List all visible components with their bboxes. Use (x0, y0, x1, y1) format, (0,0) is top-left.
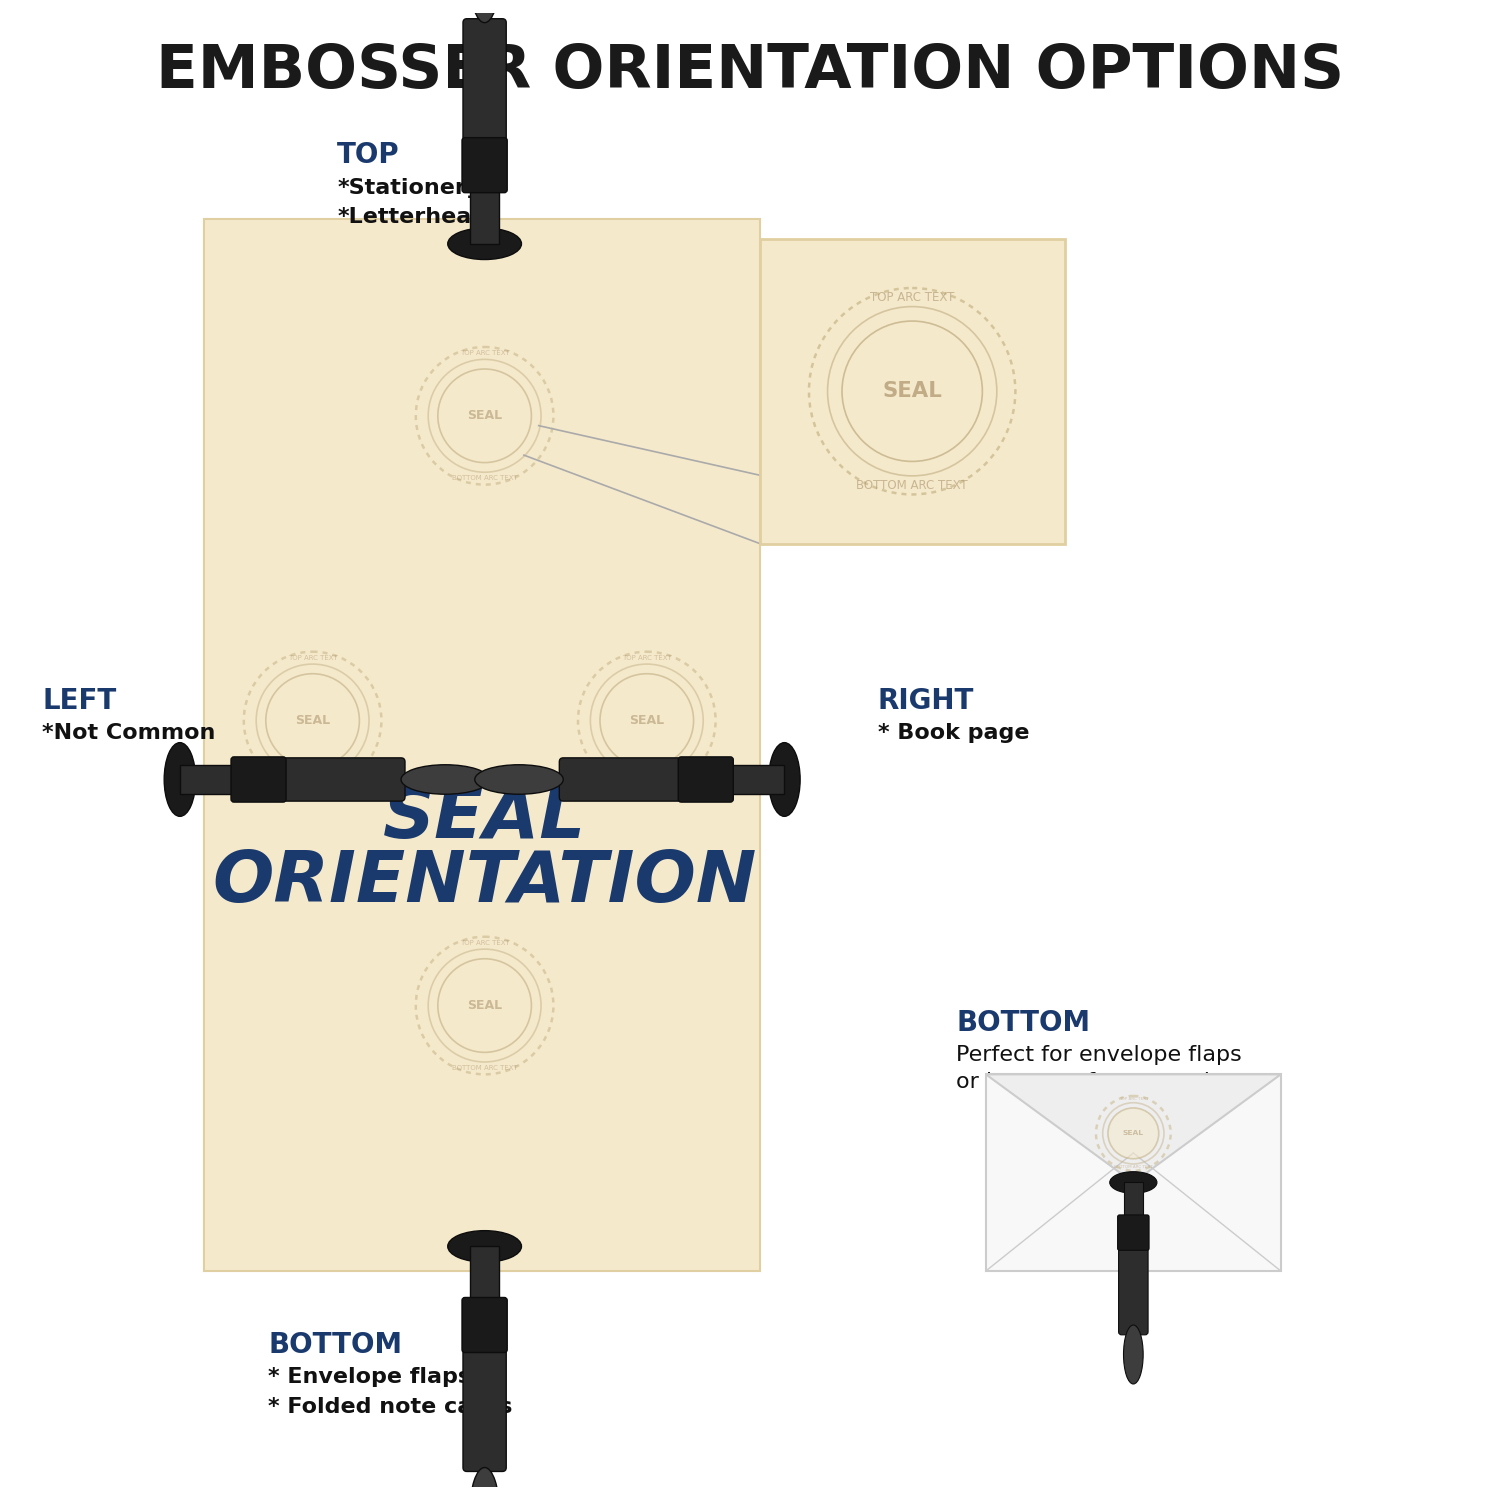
Circle shape (600, 674, 693, 768)
Circle shape (266, 674, 360, 768)
Text: * Folded note cards: * Folded note cards (268, 1396, 513, 1416)
FancyBboxPatch shape (464, 18, 506, 154)
Polygon shape (986, 1074, 1281, 1182)
Ellipse shape (1110, 1172, 1156, 1194)
Ellipse shape (470, 1467, 500, 1500)
FancyBboxPatch shape (678, 758, 734, 802)
Text: TOP ARC TEXT: TOP ARC TEXT (1119, 1098, 1148, 1101)
Text: LEFT: LEFT (42, 687, 117, 716)
Text: ORIENTATION: ORIENTATION (213, 847, 758, 916)
Text: TOP: TOP (338, 141, 400, 170)
Text: SEAL: SEAL (466, 410, 502, 423)
FancyBboxPatch shape (464, 1336, 506, 1472)
Text: BOTTOM ARC TEXT: BOTTOM ARC TEXT (856, 478, 968, 492)
Circle shape (1108, 1108, 1158, 1158)
FancyBboxPatch shape (1119, 1245, 1148, 1335)
Text: * Envelope flaps: * Envelope flaps (268, 1366, 471, 1388)
Ellipse shape (476, 765, 562, 794)
Text: or bottom of page seals: or bottom of page seals (957, 1072, 1222, 1092)
Text: SEAL: SEAL (628, 714, 664, 728)
Text: SEAL: SEAL (296, 714, 330, 728)
FancyBboxPatch shape (560, 758, 694, 801)
Text: SEAL: SEAL (882, 381, 942, 400)
Text: BOTTOM ARC TEXT: BOTTOM ARC TEXT (614, 780, 680, 786)
Bar (730, 765, 784, 794)
Bar (470, 1246, 500, 1300)
Text: BOTTOM: BOTTOM (268, 1330, 402, 1359)
FancyBboxPatch shape (462, 138, 507, 192)
Text: * Book page: * Book page (878, 723, 1029, 744)
Text: TOP ARC TEXT: TOP ARC TEXT (460, 940, 510, 946)
Text: BOTTOM ARC TEXT: BOTTOM ARC TEXT (1114, 1166, 1154, 1170)
Bar (470, 189, 500, 244)
Text: *Stationery: *Stationery (338, 178, 480, 198)
Text: TOP ARC TEXT: TOP ARC TEXT (288, 656, 338, 662)
FancyBboxPatch shape (270, 758, 405, 801)
Text: BOTTOM ARC TEXT: BOTTOM ARC TEXT (280, 780, 345, 786)
Text: SEAL: SEAL (466, 999, 502, 1012)
Text: TOP ARC TEXT: TOP ARC TEXT (460, 350, 510, 355)
FancyBboxPatch shape (462, 1298, 507, 1353)
Text: BOTTOM: BOTTOM (957, 1010, 1090, 1038)
Bar (986, 1074, 1281, 1270)
Text: SEAL: SEAL (382, 784, 586, 853)
Text: TOP ARC TEXT: TOP ARC TEXT (622, 656, 672, 662)
Ellipse shape (400, 765, 489, 794)
Circle shape (438, 369, 531, 462)
Ellipse shape (448, 228, 522, 260)
Text: BOTTOM ARC TEXT: BOTTOM ARC TEXT (452, 1065, 518, 1071)
Text: BOTTOM ARC TEXT: BOTTOM ARC TEXT (452, 476, 518, 482)
Ellipse shape (768, 742, 800, 816)
Text: TOP ARC TEXT: TOP ARC TEXT (870, 291, 954, 304)
Text: SEAL: SEAL (1124, 1131, 1144, 1137)
Text: *Not Common: *Not Common (42, 723, 216, 744)
Text: RIGHT: RIGHT (878, 687, 974, 716)
Bar (204, 219, 760, 1270)
Text: EMBOSSER ORIENTATION OPTIONS: EMBOSSER ORIENTATION OPTIONS (156, 42, 1344, 102)
Bar (760, 238, 1065, 543)
Bar (180, 765, 234, 794)
Circle shape (438, 958, 531, 1053)
Circle shape (842, 321, 983, 462)
FancyBboxPatch shape (1118, 1215, 1149, 1251)
Ellipse shape (164, 742, 195, 816)
Bar (1124, 1182, 1143, 1216)
Ellipse shape (470, 0, 500, 22)
FancyBboxPatch shape (231, 758, 286, 802)
Text: *Letterhead: *Letterhead (338, 207, 488, 228)
Ellipse shape (1124, 1324, 1143, 1384)
Text: Perfect for envelope flaps: Perfect for envelope flaps (957, 1044, 1242, 1065)
Ellipse shape (448, 1230, 522, 1262)
